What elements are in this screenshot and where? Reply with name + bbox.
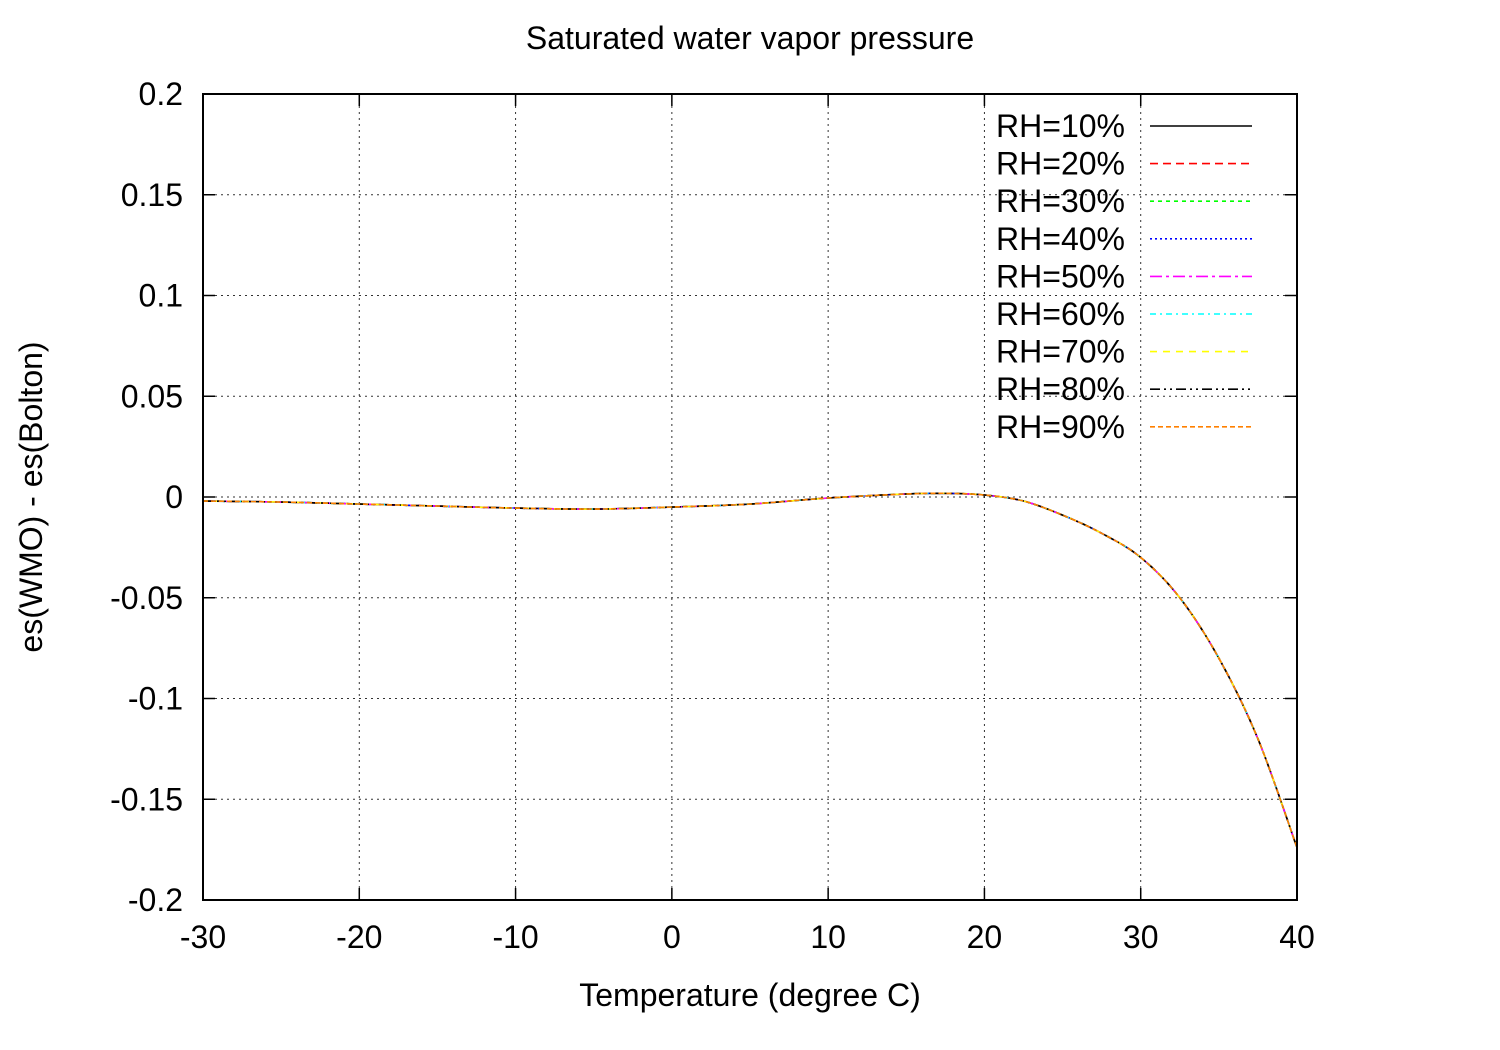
legend-label: RH=60% (996, 296, 1125, 332)
series-line (202, 492, 1298, 848)
y-tick-label: 0 (165, 479, 183, 515)
legend-label: RH=50% (996, 258, 1125, 294)
x-tick-label: 0 (663, 919, 681, 955)
legend: RH=10%RH=20%RH=30%RH=40%RH=50%RH=60%RH=7… (996, 108, 1252, 445)
legend-label: RH=20% (996, 146, 1125, 182)
series-line (202, 492, 1298, 848)
grid (203, 94, 1297, 900)
x-tick-label: 20 (967, 919, 1003, 955)
x-tick-label: -10 (492, 919, 538, 955)
series-layer (202, 492, 1298, 848)
y-tick-label: 0.2 (139, 76, 183, 112)
series-line (202, 492, 1298, 848)
x-tick-label: -20 (336, 919, 382, 955)
y-axis-label: es(WMO) - es(Bolton) (13, 341, 49, 652)
legend-label: RH=80% (996, 371, 1125, 407)
legend-label: RH=40% (996, 221, 1125, 257)
x-tick-label: 40 (1279, 919, 1315, 955)
legend-label: RH=30% (996, 183, 1125, 219)
ticks: -30 -20 -10 0 10 20 30 40 0.2 0.15 0.1 0.05 0 -0.05 -0… (110, 76, 1315, 955)
legend-label: RH=70% (996, 334, 1125, 370)
series-line (202, 492, 1298, 848)
y-tick-label: -0.2 (128, 882, 183, 918)
y-tick-label: 0.1 (139, 278, 183, 314)
series-line (202, 492, 1298, 848)
x-axis-label: Temperature (degree C) (579, 977, 920, 1013)
legend-label: RH=10% (996, 108, 1125, 144)
x-tick-label: -30 (180, 919, 226, 955)
y-tick-label: -0.15 (110, 781, 183, 817)
x-tick-label: 10 (810, 919, 846, 955)
y-tick-label: -0.1 (128, 681, 183, 717)
y-tick-label: 0.15 (121, 177, 183, 213)
series-line (202, 492, 1298, 848)
series-line (202, 492, 1298, 848)
series-line (202, 492, 1298, 848)
y-tick-label: 0.05 (121, 378, 183, 414)
x-tick-label: 30 (1123, 919, 1159, 955)
chart-title: Saturated water vapor pressure (526, 20, 974, 56)
legend-label: RH=90% (996, 409, 1125, 445)
series-line (202, 492, 1298, 848)
y-tick-label: -0.05 (110, 580, 183, 616)
